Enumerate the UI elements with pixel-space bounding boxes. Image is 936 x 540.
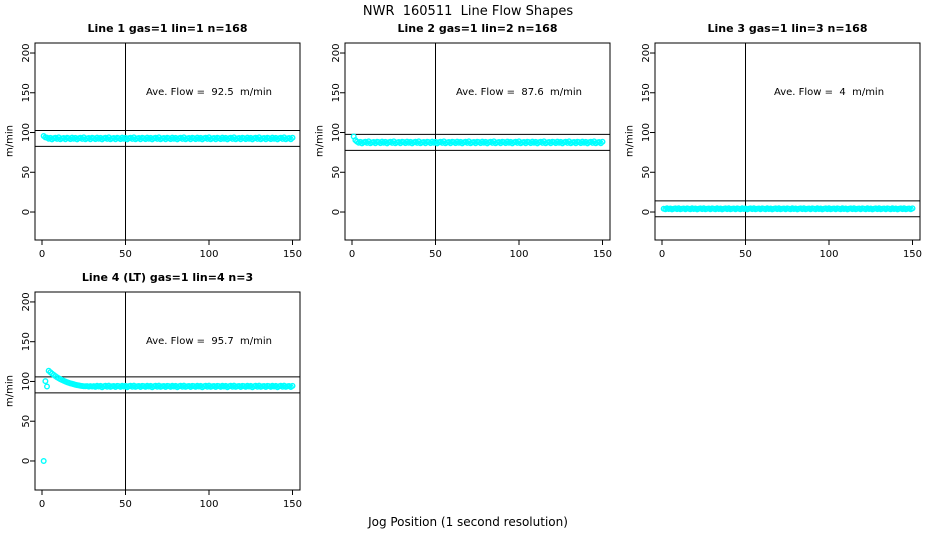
- x-tick-label: 100: [819, 249, 838, 260]
- y-tick-label: 150: [21, 332, 32, 351]
- x-tick-label: 50: [119, 249, 132, 260]
- y-tick-label: 200: [21, 292, 32, 311]
- x-tick-label: 150: [283, 499, 302, 510]
- subplot-1-y-axis-label: m/min: [4, 125, 16, 157]
- y-tick-label: 150: [641, 83, 652, 102]
- data-point: [289, 134, 296, 141]
- y-tick-label: 0: [331, 209, 342, 215]
- y-tick-label: 200: [331, 43, 342, 62]
- y-tick-label: 0: [21, 458, 32, 464]
- y-tick-label: 100: [21, 123, 32, 142]
- subplot-3-y-axis-label: m/min: [624, 125, 636, 157]
- x-tick-label: 150: [903, 249, 922, 260]
- y-tick-label: 0: [641, 209, 652, 215]
- x-tick-label: 0: [39, 499, 45, 510]
- x-tick-label: 0: [349, 249, 355, 260]
- x-tick-label: 100: [199, 249, 218, 260]
- subplot-4-title: Line 4 (LT) gas=1 lin=4 n=3: [81, 271, 254, 284]
- subplot-2-y-axis-label: m/min: [314, 125, 326, 157]
- y-tick-label: 50: [21, 166, 32, 179]
- data-point: [909, 205, 916, 212]
- data-point: [40, 458, 47, 465]
- y-tick-label: 50: [21, 415, 32, 428]
- plot-box: [344, 42, 611, 241]
- plot-box: [654, 42, 921, 241]
- x-tick-label: 50: [119, 499, 132, 510]
- y-tick-label: 50: [331, 166, 342, 179]
- x-axis-title: Jog Position (1 second resolution): [368, 515, 568, 529]
- x-tick-label: 150: [593, 249, 612, 260]
- x-tick-label: 0: [39, 249, 45, 260]
- data-point: [44, 383, 51, 390]
- page-title: NWR 160511 Line Flow Shapes: [362, 4, 574, 19]
- plot-box: [34, 291, 301, 491]
- subplot-1-title: Line 1 gas=1 lin=1 n=168: [87, 22, 248, 35]
- data-point: [42, 378, 49, 385]
- subplot-2-avg-flow-annotation: Ave. Flow = 87.6 m/min: [455, 87, 582, 98]
- x-tick-label: 50: [429, 249, 442, 260]
- data-point: [289, 382, 296, 389]
- y-tick-label: 100: [641, 123, 652, 142]
- subplot-4-avg-flow-annotation: Ave. Flow = 95.7 m/min: [145, 336, 272, 347]
- x-tick-label: 150: [283, 249, 302, 260]
- subplot-2-title: Line 2 gas=1 lin=2 n=168: [397, 22, 558, 35]
- x-tick-label: 50: [739, 249, 752, 260]
- y-tick-label: 100: [21, 372, 32, 391]
- subplot-3-avg-flow-annotation: Ave. Flow = 4 m/min: [773, 87, 885, 98]
- x-tick-label: 100: [199, 499, 218, 510]
- y-tick-label: 150: [21, 83, 32, 102]
- x-tick-label: 0: [659, 249, 665, 260]
- y-tick-label: 50: [641, 166, 652, 179]
- y-tick-label: 200: [21, 43, 32, 62]
- y-tick-label: 150: [331, 83, 342, 102]
- y-tick-label: 100: [331, 123, 342, 142]
- data-point: [599, 138, 606, 145]
- subplot-3-title: Line 3 gas=1 lin=3 n=168: [707, 22, 868, 35]
- subplot-4-y-axis-label: m/min: [4, 375, 16, 407]
- plot-box: [34, 42, 301, 241]
- x-tick-label: 100: [509, 249, 528, 260]
- subplot-1-avg-flow-annotation: Ave. Flow = 92.5 m/min: [145, 87, 272, 98]
- y-tick-label: 0: [21, 209, 32, 215]
- y-tick-label: 200: [641, 43, 652, 62]
